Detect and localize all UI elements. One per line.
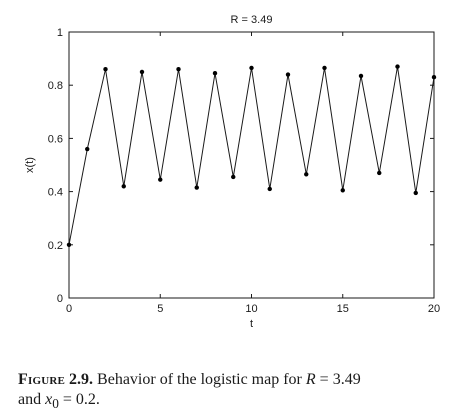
x-tick-label: 0 [66,303,72,315]
caption-text-2: = 3.49 [315,371,361,388]
data-point [231,174,236,180]
y-tick-label: 0.4 [48,187,63,199]
data-point [413,190,418,196]
y-tick-label: 0 [57,293,63,305]
data-point [85,146,90,152]
data-point [377,170,382,176]
plot-frame [68,31,435,299]
axis-tick-labels: 0 5 10 15 20 0 0.2 0.4 0.6 0.8 1 [48,27,440,315]
caption-text-3: and [18,391,46,408]
data-point [176,67,181,72]
data-point [358,73,364,79]
data-point [66,242,72,247]
data-point [212,71,218,76]
data-point [121,184,126,189]
data-point [285,72,291,77]
logistic-map-chart: 0 5 10 15 20 0 0.2 0.4 0.6 0.8 1 R = 3.49 t x(t) [24,14,440,330]
caption-text-4: = 0.2. [58,391,100,408]
data-point [322,65,327,71]
y-axis-label: x(t) [24,157,36,173]
caption-r-symbol: R [305,371,316,388]
caption-x-subscript: 0 [52,396,59,412]
y-tick-label: 0.6 [48,133,63,145]
caption-x-symbol: x [45,391,53,408]
data-point [194,185,199,190]
data-point [103,67,108,72]
y-tick-label: 0.2 [48,240,63,252]
data-point [267,186,272,192]
x-tick-label: 20 [428,303,440,315]
caption-label: Figure [18,371,66,388]
caption-number: 2.9. [69,371,94,388]
data-point [395,64,400,69]
chart-title: R = 3.49 [231,14,273,26]
y-tick-label: 1 [57,27,63,39]
x-tick-label: 5 [157,303,163,315]
series-line [68,66,435,245]
y-tick-label: 0.8 [48,80,63,92]
figure-caption: Figure 2.9. Behavior of the logistic map… [18,370,448,414]
data-point [249,65,254,71]
data-point [139,69,145,75]
caption-text-1: Behavior of the logistic map for [93,371,306,388]
data-points [66,64,437,247]
data-point [158,177,163,182]
data-point [340,188,345,193]
x-axis-label: t [250,318,253,330]
x-tick-label: 10 [245,303,257,315]
axis-ticks [68,31,435,299]
data-point [431,75,437,80]
x-tick-label: 15 [337,303,349,315]
data-point [304,172,309,177]
